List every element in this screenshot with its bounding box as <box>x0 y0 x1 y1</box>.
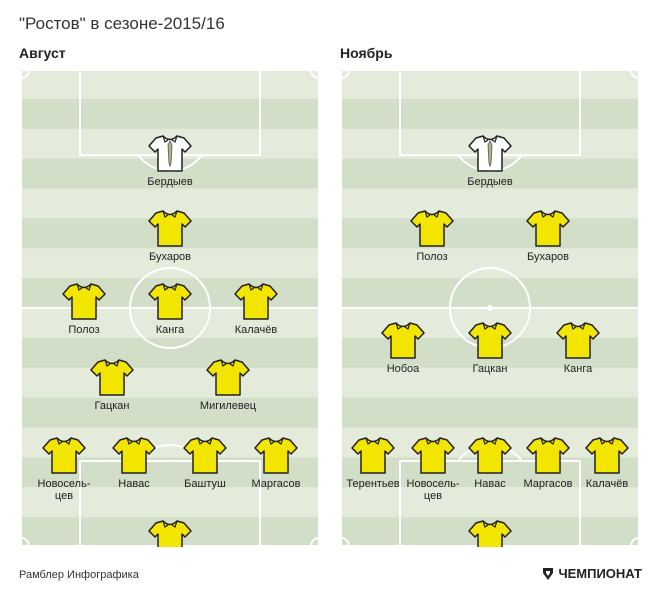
goalkeeper-shirt-icon <box>445 133 535 173</box>
shirt-icon <box>125 281 215 321</box>
player-name: Калачёв <box>585 478 629 490</box>
player-name: Бердыев <box>467 176 513 188</box>
player-card: Гацкан <box>445 320 535 375</box>
player-card: Мигилевец <box>183 357 273 412</box>
player-card: Бухаров <box>503 208 593 263</box>
shirt-icon <box>445 518 535 547</box>
player-name: Бухаров <box>148 251 192 263</box>
player-name: Маргасов <box>523 478 573 490</box>
shirt-icon <box>503 208 593 248</box>
player-card: Канга <box>533 320 623 375</box>
shirt-icon <box>125 518 215 547</box>
player-card: Полоз <box>387 208 477 263</box>
player-name: Бердыев <box>147 176 193 188</box>
player-name: Гацкан <box>94 400 130 412</box>
player-name: Терентьев <box>346 478 400 490</box>
player-name: Маргасов <box>251 478 301 490</box>
player-name: Навас <box>474 478 506 490</box>
player-card: Канга <box>125 281 215 336</box>
player-card: Баштуш <box>160 435 250 490</box>
player-card: Калачёв <box>562 435 640 490</box>
infographic-title: "Ростов" в сезоне-2015/16 <box>19 14 225 33</box>
player-card: Гацкан <box>67 357 157 412</box>
pitch-label-november: Ноябрь <box>340 45 393 61</box>
brand-name: ЧЕМПИОНАТ <box>558 566 642 581</box>
brand-logo: ЧЕМПИОНАТ <box>542 566 642 581</box>
player-name: Бухаров <box>526 251 570 263</box>
player-name: Канга <box>155 324 185 336</box>
player-card: Джанаев <box>445 518 535 547</box>
pitch-november: Бердыев Полоз Бухаров Нобоа Гацкан Канга Терен… <box>340 69 640 547</box>
player-card: Терентьев <box>340 435 418 490</box>
player-card: Полоз <box>39 281 129 336</box>
shirt-icon <box>358 320 448 360</box>
player-name: Нобоа <box>386 363 420 375</box>
shirt-icon <box>67 357 157 397</box>
player-name: Полоз <box>68 324 100 336</box>
player-card: Калачёв <box>211 281 301 336</box>
shirt-icon <box>89 435 179 475</box>
player-name: Калачёв <box>234 324 278 336</box>
goalkeeper-shirt-icon <box>125 133 215 173</box>
shirt-icon <box>533 320 623 360</box>
player-card: Бухаров <box>125 208 215 263</box>
player-card: Бердыев <box>125 133 215 188</box>
shirt-icon <box>20 435 109 475</box>
player-card: Навас <box>445 435 535 490</box>
championat-logo-icon <box>543 567 554 580</box>
shirt-icon <box>445 435 535 475</box>
player-name: Канга <box>563 363 593 375</box>
player-card: Джанаев <box>125 518 215 547</box>
player-card: Новосель- цев <box>388 435 478 502</box>
shirt-icon <box>445 320 535 360</box>
player-name: Полоз <box>416 251 448 263</box>
shirt-icon <box>160 435 250 475</box>
player-name: Мигилевец <box>199 400 257 412</box>
player-name: Баштуш <box>184 478 226 490</box>
shirt-icon <box>340 435 418 475</box>
pitch-august: Бердыев Бухаров Полоз Канга Калачёв Гацкан Миг… <box>20 69 320 547</box>
player-card: Навас <box>89 435 179 490</box>
shirt-icon <box>125 208 215 248</box>
shirt-icon <box>183 357 273 397</box>
shirt-icon <box>387 208 477 248</box>
player-name: Новосель- цев <box>37 478 91 502</box>
shirt-icon <box>231 435 320 475</box>
player-card: Маргасов <box>503 435 593 490</box>
shirt-icon <box>503 435 593 475</box>
player-name: Новосель- цев <box>406 478 460 502</box>
shirt-icon <box>211 281 301 321</box>
player-name: Гацкан <box>472 363 508 375</box>
player-card: Нобоа <box>358 320 448 375</box>
shirt-icon <box>388 435 478 475</box>
player-card: Новосель- цев <box>20 435 109 502</box>
shirt-icon <box>39 281 129 321</box>
pitch-label-august: Август <box>19 45 66 61</box>
player-name: Навас <box>118 478 150 490</box>
footer-credit: Рамблер Инфографика <box>19 569 139 581</box>
shirt-icon <box>562 435 640 475</box>
player-card: Бердыев <box>445 133 535 188</box>
player-card: Маргасов <box>231 435 320 490</box>
